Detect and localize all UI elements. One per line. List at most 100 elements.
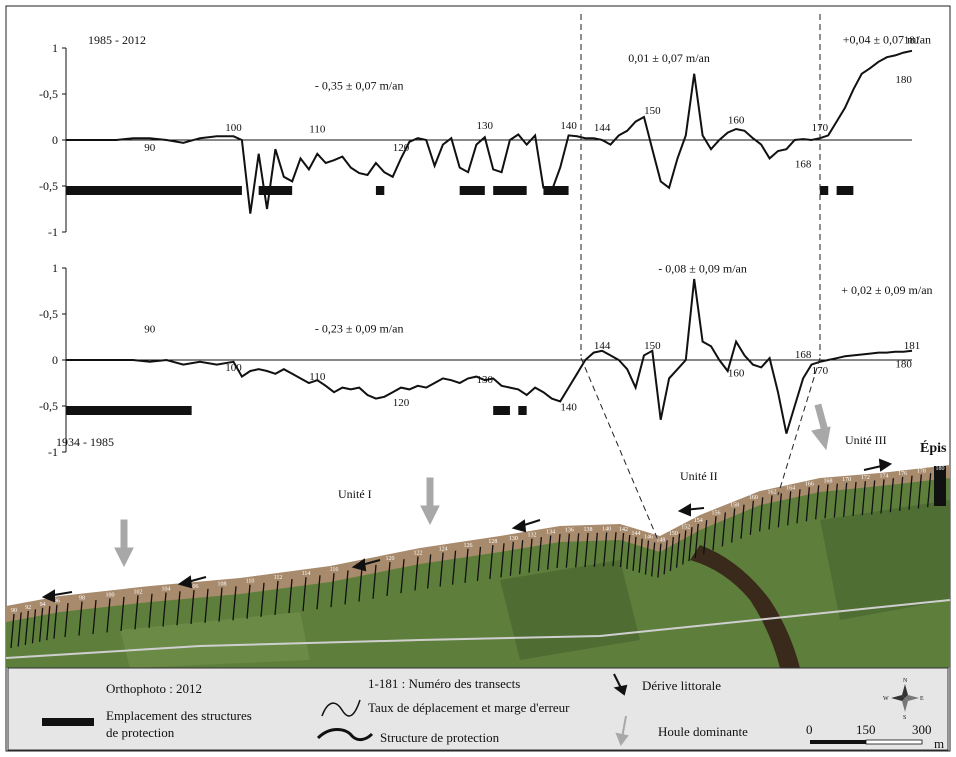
- transect-line: [880, 479, 885, 514]
- transect-line: [519, 540, 524, 575]
- transect-label-90: 90: [144, 323, 156, 335]
- boundary-168-map: [777, 357, 821, 496]
- rate-label: - 0,35 ± 0,07 m/an: [315, 78, 404, 92]
- transect-line: [64, 603, 69, 638]
- transect-line: [232, 586, 237, 621]
- transect-number: 130: [509, 536, 518, 542]
- transect-label-110: 110: [309, 371, 326, 383]
- transect-line: [682, 530, 687, 565]
- transect-line: [768, 495, 773, 530]
- houle-arrows: [114, 403, 831, 568]
- protection-structure-bar: [66, 406, 192, 415]
- transect-label-150: 150: [644, 105, 661, 117]
- scale-bar-black: [810, 740, 866, 744]
- transect-line: [106, 598, 111, 633]
- figure-frame: [5, 5, 951, 752]
- protection-structure-bar: [836, 186, 854, 195]
- y-tick-label: -1: [48, 225, 58, 239]
- chart-bottom-series-line: [66, 278, 913, 434]
- transect-line: [675, 533, 681, 568]
- transect-number: 104: [162, 587, 171, 593]
- transect-number: 108: [218, 582, 227, 588]
- chart-top-y-axis: 1 -0,5 0 -0,5 -1: [39, 41, 912, 239]
- transect-line: [626, 534, 631, 569]
- chart-top-rates: - 0,35 ± 0,07 m/an 0,01 ± 0,07 m/an +0,04 …: [315, 32, 931, 92]
- legend-transects: 1-181 : Numéro des transects: [368, 676, 520, 691]
- transect-line: [740, 504, 745, 539]
- transect-label-181: 181: [904, 340, 921, 352]
- legend-emplacement: Emplacement des structures de protection: [106, 708, 255, 740]
- transect-line: [148, 593, 153, 628]
- transect-line: [78, 601, 83, 636]
- transect-label-160: 160: [728, 368, 745, 380]
- transect-line: [246, 584, 251, 619]
- transect-line: [657, 543, 662, 578]
- transect-line: [936, 471, 941, 507]
- transect-line: [302, 577, 307, 612]
- protection-structure-bar: [518, 406, 527, 415]
- transect-number: 166: [805, 481, 814, 487]
- transect-label-110: 110: [309, 124, 326, 136]
- transect-label-180: 180: [895, 74, 912, 86]
- transect-number: 114: [302, 571, 311, 577]
- transect-number: 170: [842, 477, 851, 483]
- transect-line: [38, 607, 44, 642]
- transect-label-90: 90: [144, 142, 156, 154]
- transect-line: [927, 473, 932, 508]
- legend: Orthophoto : 2012 Emplacement des struct…: [7, 667, 949, 751]
- scale-tick-150: 150: [856, 722, 876, 737]
- transect-label-170: 170: [812, 365, 829, 377]
- transect-number: 134: [546, 530, 555, 536]
- transect-line: [787, 491, 792, 526]
- epis-structure: [934, 466, 946, 506]
- transect-line: [565, 533, 570, 568]
- derive-arrow: [863, 458, 893, 472]
- transect-line: [260, 582, 265, 617]
- protection-structure-bar: [543, 186, 569, 195]
- transect-number: 172: [861, 475, 870, 481]
- rate-label: - 0,23 ± 0,09 m/an: [315, 321, 404, 335]
- y-tick-label: 0: [52, 133, 58, 147]
- transect-line: [619, 533, 625, 568]
- protection-structure-bar: [258, 186, 293, 195]
- derive-arrow: [177, 575, 207, 589]
- transect-number: 162: [768, 489, 777, 495]
- houle-arrow: [811, 403, 831, 451]
- scale-unit: m: [934, 736, 944, 751]
- transect-number: 128: [488, 539, 497, 545]
- compass-e: E: [920, 696, 924, 702]
- transect-line: [509, 541, 514, 576]
- transect-line: [899, 476, 904, 512]
- transect-line: [190, 590, 195, 625]
- period-label-top: 1985 - 2012: [88, 33, 146, 47]
- protection-structure-bar: [493, 186, 527, 195]
- transect-line: [777, 493, 782, 528]
- derive-arrows: [41, 458, 893, 603]
- transect-line: [688, 527, 693, 562]
- y-tick-label: -1: [48, 445, 58, 459]
- transect-line: [451, 550, 457, 585]
- transect-number: 156: [712, 510, 721, 516]
- transect-number: 146: [644, 535, 653, 541]
- chart-1934-1985: 1 -0,5 0 -0,5 -1 90 100 110 120 130 140 144 150 160 1…: [39, 261, 933, 459]
- transect-number: 132: [528, 533, 537, 539]
- transect-number: 160: [749, 495, 758, 501]
- boundary-144-map: [580, 357, 659, 541]
- legend-derive-symbol: [613, 673, 628, 696]
- transect-label-168: 168: [795, 159, 812, 171]
- map-river: [690, 545, 800, 668]
- transect-line: [908, 475, 913, 510]
- transect-line: [162, 592, 167, 627]
- legend-structure-symbol: [316, 728, 374, 742]
- chart-top-protection-structures: [66, 186, 854, 195]
- orthophoto-map: 9092949698100102104106108110112114116118…: [5, 465, 951, 668]
- y-tick-label: 1: [52, 41, 58, 55]
- unit-2-label: Unité II: [680, 469, 718, 483]
- protection-structure-bar: [459, 186, 485, 195]
- transect-number: 168: [824, 478, 833, 484]
- transect-number: 106: [190, 584, 199, 590]
- transect-line: [288, 579, 293, 614]
- transect-number: 116: [330, 567, 339, 573]
- rate-label: +0,04 ± 0,07 m/an: [843, 32, 931, 46]
